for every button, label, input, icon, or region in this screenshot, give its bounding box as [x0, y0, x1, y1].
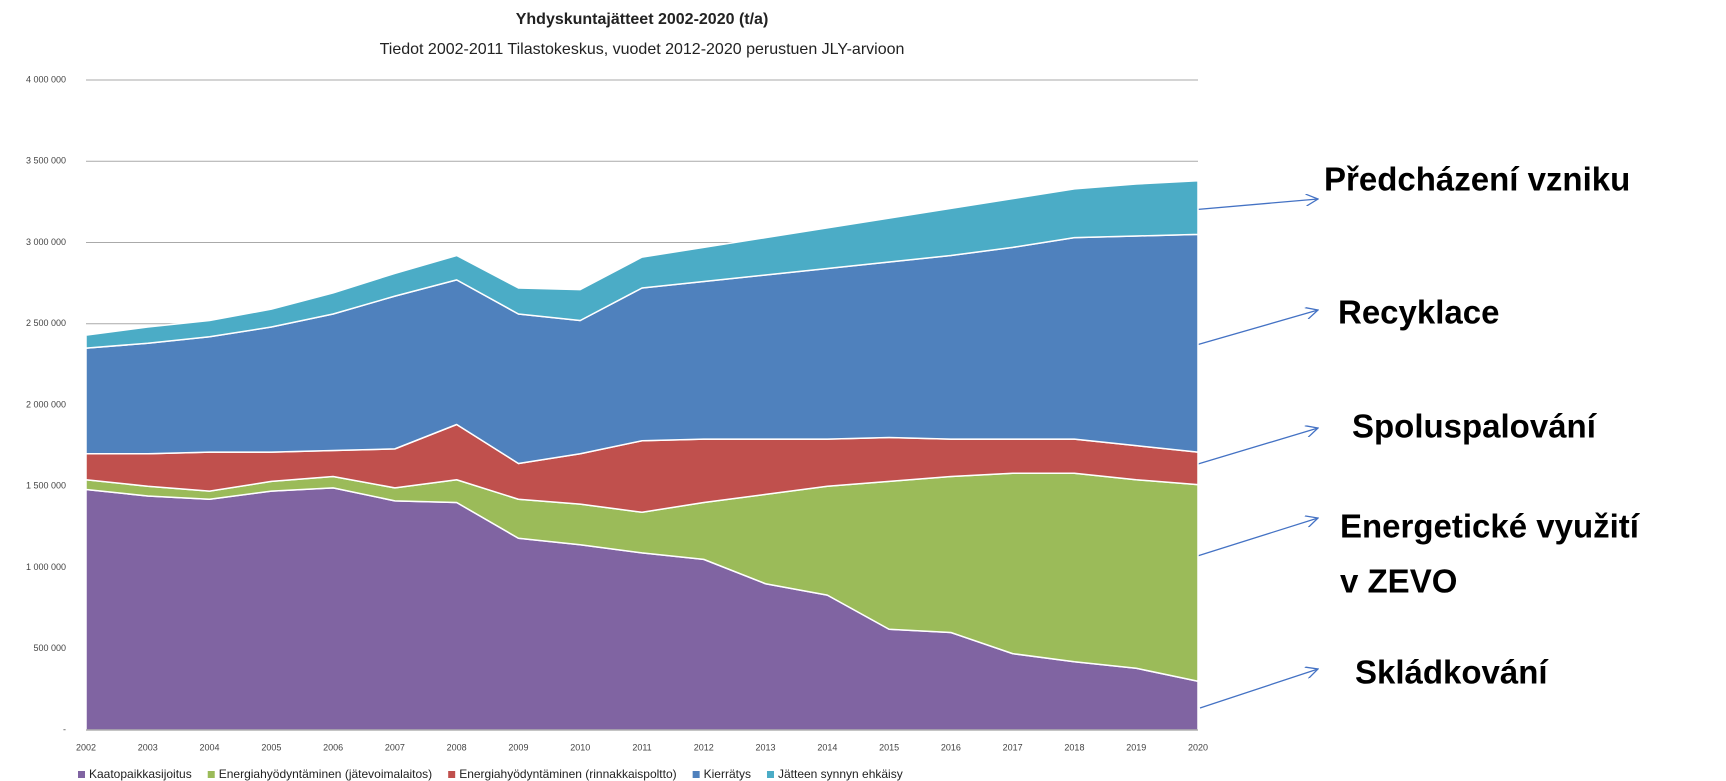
x-tick-label: 2006 [323, 742, 343, 752]
legend-swatch [448, 771, 456, 778]
x-tick-label: 2015 [879, 742, 899, 752]
annotation: Předcházení vzniku [1324, 161, 1630, 198]
y-tick-label: 2 000 000 [26, 399, 66, 409]
x-tick-label: 2019 [1126, 742, 1146, 752]
annotation: Energetické využití [1340, 508, 1641, 545]
legend-swatch [692, 771, 700, 778]
x-tick-label: 2012 [694, 742, 714, 752]
y-tick-label: 4 000 000 [26, 74, 66, 84]
x-tick-label: 2008 [447, 742, 467, 752]
legend-swatch [207, 771, 215, 778]
arrow [1199, 669, 1318, 709]
legend-label: Jätteen synnyn ehkäisy [778, 767, 903, 781]
x-tick-label: 2020 [1188, 742, 1208, 752]
legend-label: Kaatopaikkasijoitus [89, 767, 192, 781]
x-tick-label: 2014 [817, 742, 837, 752]
x-tick-label: 2010 [570, 742, 590, 752]
y-tick-label: - [63, 724, 66, 734]
chart-subtitle: Tiedot 2002-2011 Tilastokeskus, vuodet 2… [380, 41, 905, 58]
x-tick-label: 2011 [632, 742, 651, 752]
chart-title: Yhdyskuntajätteet 2002-2020 (t/a) [516, 11, 769, 28]
annotation: Recyklace [1338, 294, 1499, 331]
y-tick-label: 2 500 000 [26, 318, 66, 328]
annotation: Skládkování [1355, 654, 1549, 691]
y-tick-label: 3 500 000 [26, 156, 66, 166]
x-tick-label: 2002 [76, 742, 96, 752]
x-tick-label: 2005 [261, 742, 281, 752]
legend-swatch [78, 771, 85, 778]
legend-label: Kierrätys [704, 767, 751, 781]
x-tick-label: 2003 [138, 742, 158, 752]
annotation: v ZEVO [1340, 563, 1457, 600]
x-tick-label: 2018 [1064, 742, 1084, 752]
y-tick-label: 1 500 000 [26, 481, 66, 491]
x-tick-label: 2004 [200, 742, 220, 752]
y-tick-label: 500 000 [33, 643, 66, 653]
legend-label: Energiahyödyntäminen (jätevoimalaitos) [219, 767, 432, 781]
y-tick-label: 1 000 000 [26, 562, 66, 572]
x-tick-label: 2016 [941, 742, 961, 752]
area [85, 180, 1199, 349]
y-tick-label: 3 000 000 [26, 237, 66, 247]
x-tick-label: 2007 [385, 742, 405, 752]
x-tick-label: 2013 [756, 742, 776, 752]
legend-swatch [766, 771, 774, 778]
legend-label: Energiahyödyntäminen (rinnakkaispoltto) [459, 767, 676, 781]
x-tick-label: 2017 [1003, 742, 1023, 752]
annotation: Spoluspalování [1352, 408, 1598, 445]
x-tick-label: 2009 [508, 742, 528, 752]
